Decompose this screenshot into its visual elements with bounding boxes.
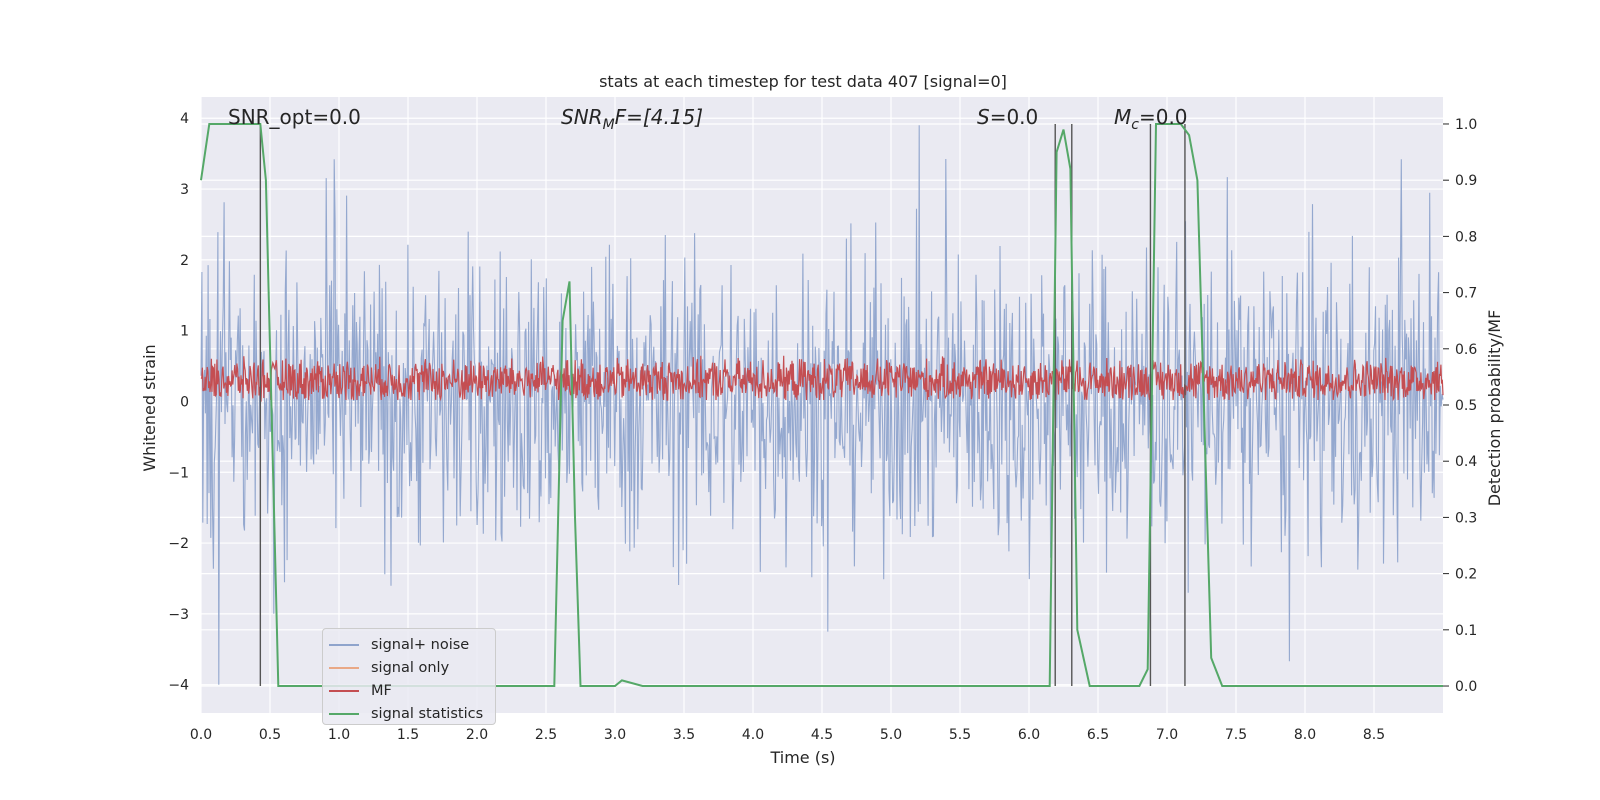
noise-line bbox=[200, 125, 1444, 685]
x-tick-label: 6.5 bbox=[1087, 727, 1109, 743]
y2-tick-label: 0.7 bbox=[1455, 286, 1477, 302]
x-tick-label: 2.5 bbox=[535, 727, 557, 743]
series-mf bbox=[200, 355, 1444, 403]
series-signal-statistics bbox=[200, 123, 1443, 687]
legend-item-signal-only: signal only bbox=[329, 656, 495, 679]
y-tick-labels: −4 −3 −2 −1 0 1 2 3 4 bbox=[168, 111, 189, 693]
y2-tick-label: 0.9 bbox=[1455, 173, 1477, 189]
x-tick-labels: 0.0 0.5 1.0 1.5 2.0 2.5 3.0 3.5 4.0 4.5 5.0 5.5 6.0 6… bbox=[190, 727, 1385, 743]
legend-item-signal-noise: signal+ noise bbox=[329, 633, 495, 656]
y2-tick-label: 0.2 bbox=[1455, 567, 1477, 583]
x-axis-label: Time (s) bbox=[769, 748, 835, 767]
x-tick-label: 4.0 bbox=[742, 727, 764, 743]
y-tick-label: 0 bbox=[180, 394, 189, 410]
legend-swatch-mf bbox=[329, 689, 359, 692]
y-tick-label: −1 bbox=[168, 465, 189, 481]
y2-tick-labels: 0.0 0.1 0.2 0.3 0.4 0.5 0.6 0.7 0.8 0.9 1.0 bbox=[1443, 117, 1477, 695]
y2-tick-label: 0.4 bbox=[1455, 454, 1477, 470]
legend-swatch-signal-noise bbox=[329, 643, 359, 646]
grid bbox=[200, 97, 1443, 713]
y2-tick-label: 0.3 bbox=[1455, 510, 1477, 526]
legend-item-mf: MF bbox=[329, 679, 495, 702]
mf-line bbox=[200, 355, 1444, 403]
annotation-snr-mf: SNRMF=[4.15] bbox=[561, 105, 703, 133]
y-tick-label: 4 bbox=[180, 111, 189, 127]
signal-statistics-line bbox=[200, 123, 1443, 687]
y2-tick-label: 0.6 bbox=[1455, 342, 1477, 358]
x-tick-label: 2.0 bbox=[466, 727, 488, 743]
x-tick-label: 5.5 bbox=[949, 727, 971, 743]
x-tick-label: 3.5 bbox=[673, 727, 695, 743]
y2-tick-label: 0.8 bbox=[1455, 229, 1477, 245]
y2-tick-label: 0.0 bbox=[1455, 679, 1477, 695]
legend-swatch-signal-only bbox=[329, 666, 359, 669]
y-tick-label: −2 bbox=[168, 536, 189, 552]
y-axis-label: Whitened strain bbox=[140, 344, 159, 471]
series-signal-plus-noise bbox=[200, 125, 1444, 685]
chart-title: stats at each timestep for test data 407… bbox=[599, 72, 1007, 91]
y2-tick-label: 0.5 bbox=[1455, 398, 1477, 414]
legend-label: signal statistics bbox=[371, 705, 484, 722]
x-tick-label: 7.0 bbox=[1156, 727, 1178, 743]
x-tick-label: 1.0 bbox=[328, 727, 350, 743]
annotation-snr-opt: SNR_opt=0.0 bbox=[228, 105, 361, 129]
x-tick-label: 5.0 bbox=[880, 727, 902, 743]
y-tick-label: 3 bbox=[180, 182, 189, 198]
y-tick-label: 1 bbox=[180, 324, 189, 340]
x-tick-label: 4.5 bbox=[811, 727, 833, 743]
annotation-s: S=0.0 bbox=[977, 105, 1038, 129]
x-tick-label: 8.0 bbox=[1294, 727, 1316, 743]
legend-label: signal+ noise bbox=[371, 636, 470, 653]
x-tick-label: 0.5 bbox=[259, 727, 281, 743]
y2-axis-label: Detection probability/MF bbox=[1485, 310, 1504, 507]
legend-label: MF bbox=[371, 682, 392, 699]
x-tick-label: 8.5 bbox=[1363, 727, 1385, 743]
y2-tick-label: 0.1 bbox=[1455, 623, 1477, 639]
legend: signal+ noise signal only MF signal stat… bbox=[322, 628, 496, 725]
legend-item-signal-statistics: signal statistics bbox=[329, 702, 495, 725]
x-tick-label: 6.0 bbox=[1018, 727, 1040, 743]
y2-tick-label: 1.0 bbox=[1455, 117, 1477, 133]
legend-label: signal only bbox=[371, 659, 450, 676]
x-tick-label: 3.0 bbox=[604, 727, 626, 743]
y-tick-label: −3 bbox=[168, 607, 189, 623]
y-tick-label: −4 bbox=[168, 678, 189, 694]
x-tick-label: 0.0 bbox=[190, 727, 212, 743]
x-tick-label: 7.5 bbox=[1225, 727, 1247, 743]
y-tick-label: 2 bbox=[180, 253, 189, 269]
legend-swatch-signal-statistics bbox=[329, 712, 359, 715]
x-tick-label: 1.5 bbox=[397, 727, 419, 743]
annotation-mc: Mc=0.0 bbox=[1114, 105, 1188, 133]
